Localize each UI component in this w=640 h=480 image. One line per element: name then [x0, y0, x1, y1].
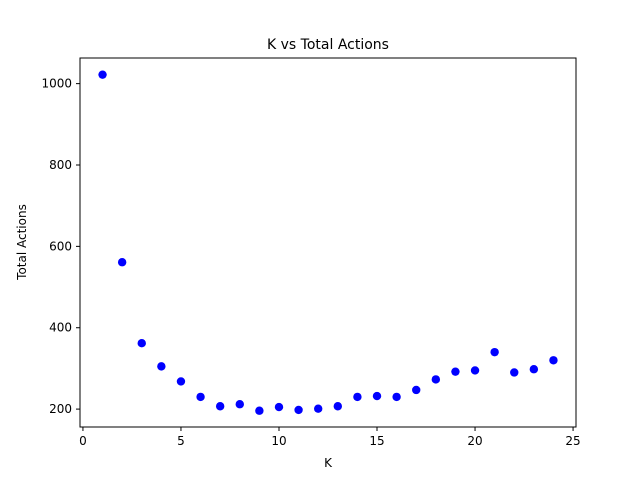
data-point: [137, 338, 146, 348]
data-point: [353, 392, 362, 402]
data-point: [274, 402, 284, 412]
data-point: [333, 402, 342, 411]
data-point: [490, 347, 499, 357]
data-point: [392, 392, 401, 402]
x-axis-ticks: 0 5 10 15 20 25: [79, 427, 581, 448]
data-point: [117, 258, 127, 267]
y-axis-label: Total Actions: [15, 204, 29, 281]
data-point: [470, 366, 480, 375]
data-point: [98, 70, 107, 79]
data-point: [255, 406, 264, 415]
data-point: [529, 365, 539, 374]
plot-frame: [79, 57, 577, 428]
y-tick-label: 800: [49, 158, 72, 172]
data-point: [176, 377, 186, 386]
data-point: [451, 367, 460, 376]
data-point: [549, 356, 558, 365]
x-tick-label: 20: [467, 434, 482, 448]
x-tick-label: 5: [177, 434, 185, 448]
data-points: [98, 70, 558, 415]
data-point: [294, 405, 303, 415]
data-point: [235, 400, 244, 409]
y-tick-label: 600: [49, 239, 72, 253]
data-point: [215, 402, 225, 411]
chart-title: K vs Total Actions: [267, 37, 389, 53]
x-axis-label: K: [324, 456, 333, 470]
data-point: [196, 392, 205, 402]
data-point: [157, 362, 166, 371]
x-tick-label: 25: [565, 434, 580, 448]
data-point: [314, 404, 323, 413]
y-tick-label: 1000: [41, 77, 72, 91]
x-tick-label: 0: [79, 434, 87, 448]
x-tick-label: 10: [271, 434, 286, 448]
y-tick-label: 200: [49, 402, 72, 416]
data-point: [412, 385, 421, 395]
y-tick-label: 400: [49, 321, 72, 335]
data-point: [372, 391, 382, 401]
y-axis-ticks: 200 400 600 800 1000: [41, 77, 80, 416]
x-tick-label: 15: [369, 434, 384, 448]
data-point: [431, 375, 441, 384]
data-point: [510, 368, 519, 377]
